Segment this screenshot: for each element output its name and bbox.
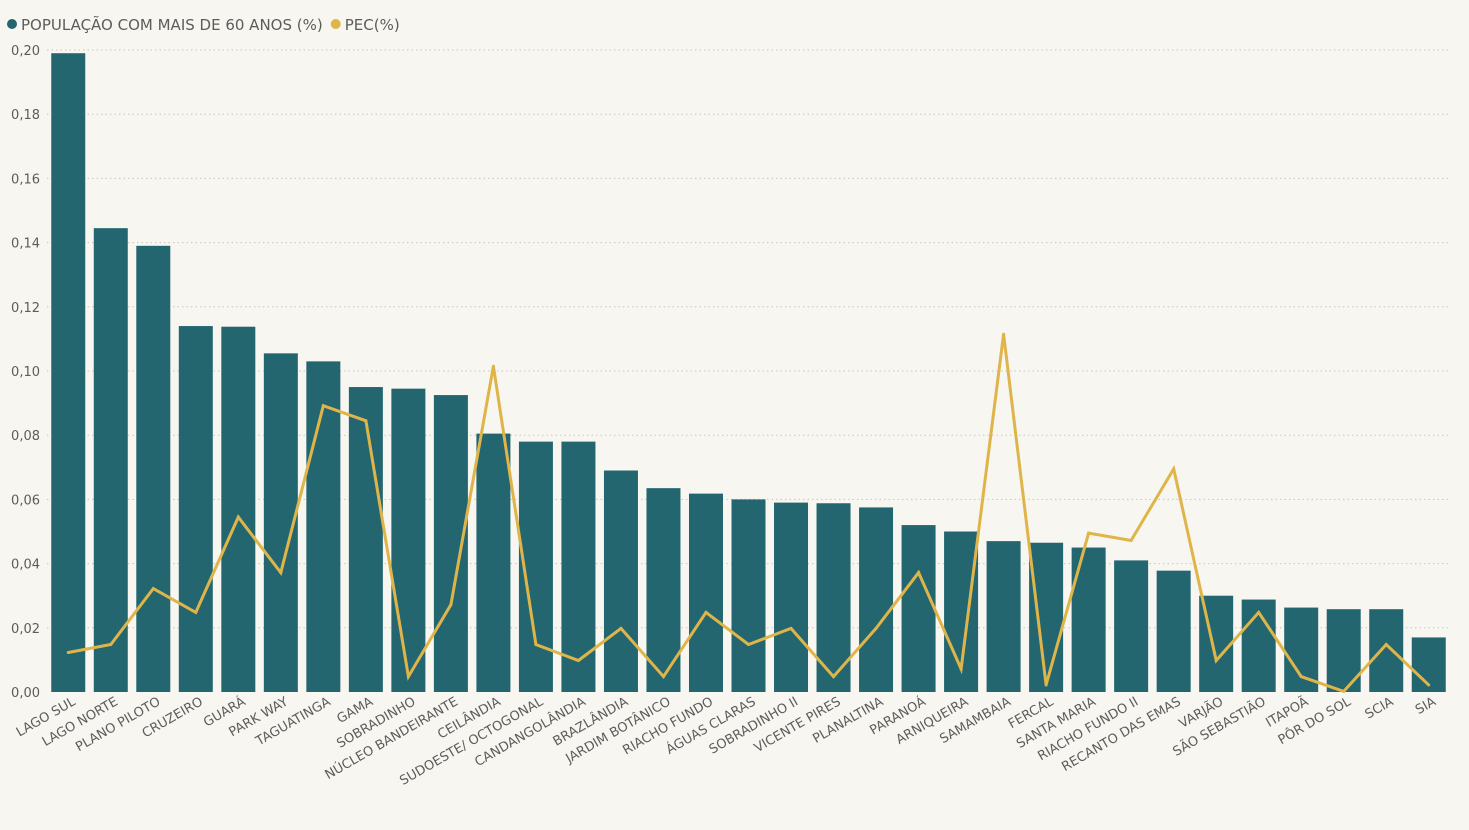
- pec-point[interactable]: [321, 404, 325, 408]
- bar[interactable]: [1071, 547, 1106, 692]
- x-tick-label: SCIA: [1363, 694, 1397, 722]
- pec-point[interactable]: [704, 610, 708, 614]
- pec-point[interactable]: [661, 675, 665, 679]
- y-tick-label: 0,02: [11, 622, 40, 637]
- pec-line: [66, 332, 1431, 694]
- pec-point[interactable]: [194, 610, 198, 614]
- pec-point[interactable]: [236, 515, 240, 519]
- pec-point[interactable]: [1129, 538, 1133, 542]
- y-axis: 0,00 0,02 0,04 0,06 0,08 0,10 0,12 0,14 0,16 0,18…: [11, 44, 40, 701]
- pec-point[interactable]: [449, 603, 453, 607]
- pec-point[interactable]: [151, 587, 155, 591]
- pec-point[interactable]: [109, 642, 113, 646]
- y-tick-label: 0,18: [11, 108, 40, 123]
- pec-point[interactable]: [576, 659, 580, 663]
- y-tick-label: 0,06: [11, 493, 40, 508]
- bar[interactable]: [603, 470, 638, 692]
- bar[interactable]: [774, 502, 809, 692]
- pec-point[interactable]: [406, 675, 410, 679]
- bar[interactable]: [221, 326, 256, 692]
- pec-point[interactable]: [619, 626, 623, 630]
- bar[interactable]: [1029, 542, 1064, 692]
- bar[interactable]: [178, 326, 213, 692]
- y-tick-label: 0,12: [11, 301, 40, 316]
- pec-point[interactable]: [1214, 659, 1218, 663]
- y-tick-label: 0,00: [11, 686, 40, 701]
- bar[interactable]: [731, 499, 766, 692]
- pec-point[interactable]: [1342, 689, 1346, 693]
- legend-marker-series-2: [330, 19, 341, 29]
- pec-point[interactable]: [279, 571, 283, 575]
- pec-point[interactable]: [364, 419, 368, 423]
- y-tick-label: 0,16: [11, 172, 40, 187]
- pec-point[interactable]: [789, 626, 793, 630]
- bar[interactable]: [859, 507, 894, 692]
- bar[interactable]: [1156, 570, 1191, 692]
- pec-point[interactable]: [959, 667, 963, 671]
- bar[interactable]: [51, 53, 86, 692]
- legend-label-series-2: PEC(%): [345, 16, 400, 34]
- pec-point[interactable]: [1087, 531, 1091, 535]
- y-tick-label: 0,14: [11, 237, 40, 252]
- y-tick-label: 0,20: [11, 44, 40, 59]
- bar[interactable]: [306, 361, 341, 692]
- bar[interactable]: [348, 387, 383, 692]
- y-tick-label: 0,04: [11, 558, 40, 573]
- pec-point[interactable]: [747, 642, 750, 646]
- bar[interactable]: [391, 388, 426, 692]
- bar[interactable]: [136, 245, 171, 692]
- y-tick-label: 0,10: [11, 365, 40, 380]
- pec-point[interactable]: [491, 364, 495, 368]
- pec-point[interactable]: [1257, 610, 1261, 614]
- bars: [51, 53, 1446, 692]
- bar[interactable]: [688, 493, 723, 692]
- bar[interactable]: [816, 503, 851, 692]
- pec-point[interactable]: [1427, 683, 1431, 687]
- pec-point[interactable]: [66, 651, 70, 655]
- pec-point[interactable]: [1044, 683, 1048, 687]
- bar[interactable]: [1114, 560, 1149, 692]
- legend: POPULAÇÃO COM MAIS DE 60 ANOS (%) PEC(%): [7, 15, 400, 34]
- bar[interactable]: [986, 541, 1021, 692]
- pec-point[interactable]: [1384, 642, 1388, 646]
- y-tick-label: 0,08: [11, 429, 40, 444]
- pec-point[interactable]: [1002, 332, 1006, 336]
- pec-point[interactable]: [874, 626, 878, 630]
- bar[interactable]: [901, 525, 936, 692]
- pec-point[interactable]: [917, 571, 921, 575]
- x-tick-label: SIA: [1413, 694, 1439, 718]
- bar[interactable]: [93, 228, 128, 692]
- pec-point[interactable]: [832, 675, 836, 679]
- bar[interactable]: [476, 433, 511, 692]
- pec-point[interactable]: [1299, 675, 1303, 679]
- bar[interactable]: [1369, 609, 1404, 692]
- pec-point[interactable]: [1172, 467, 1176, 471]
- legend-label-series-1: POPULAÇÃO COM MAIS DE 60 ANOS (%): [21, 15, 323, 34]
- pec-point[interactable]: [534, 642, 538, 646]
- legend-marker-series-1: [7, 19, 17, 29]
